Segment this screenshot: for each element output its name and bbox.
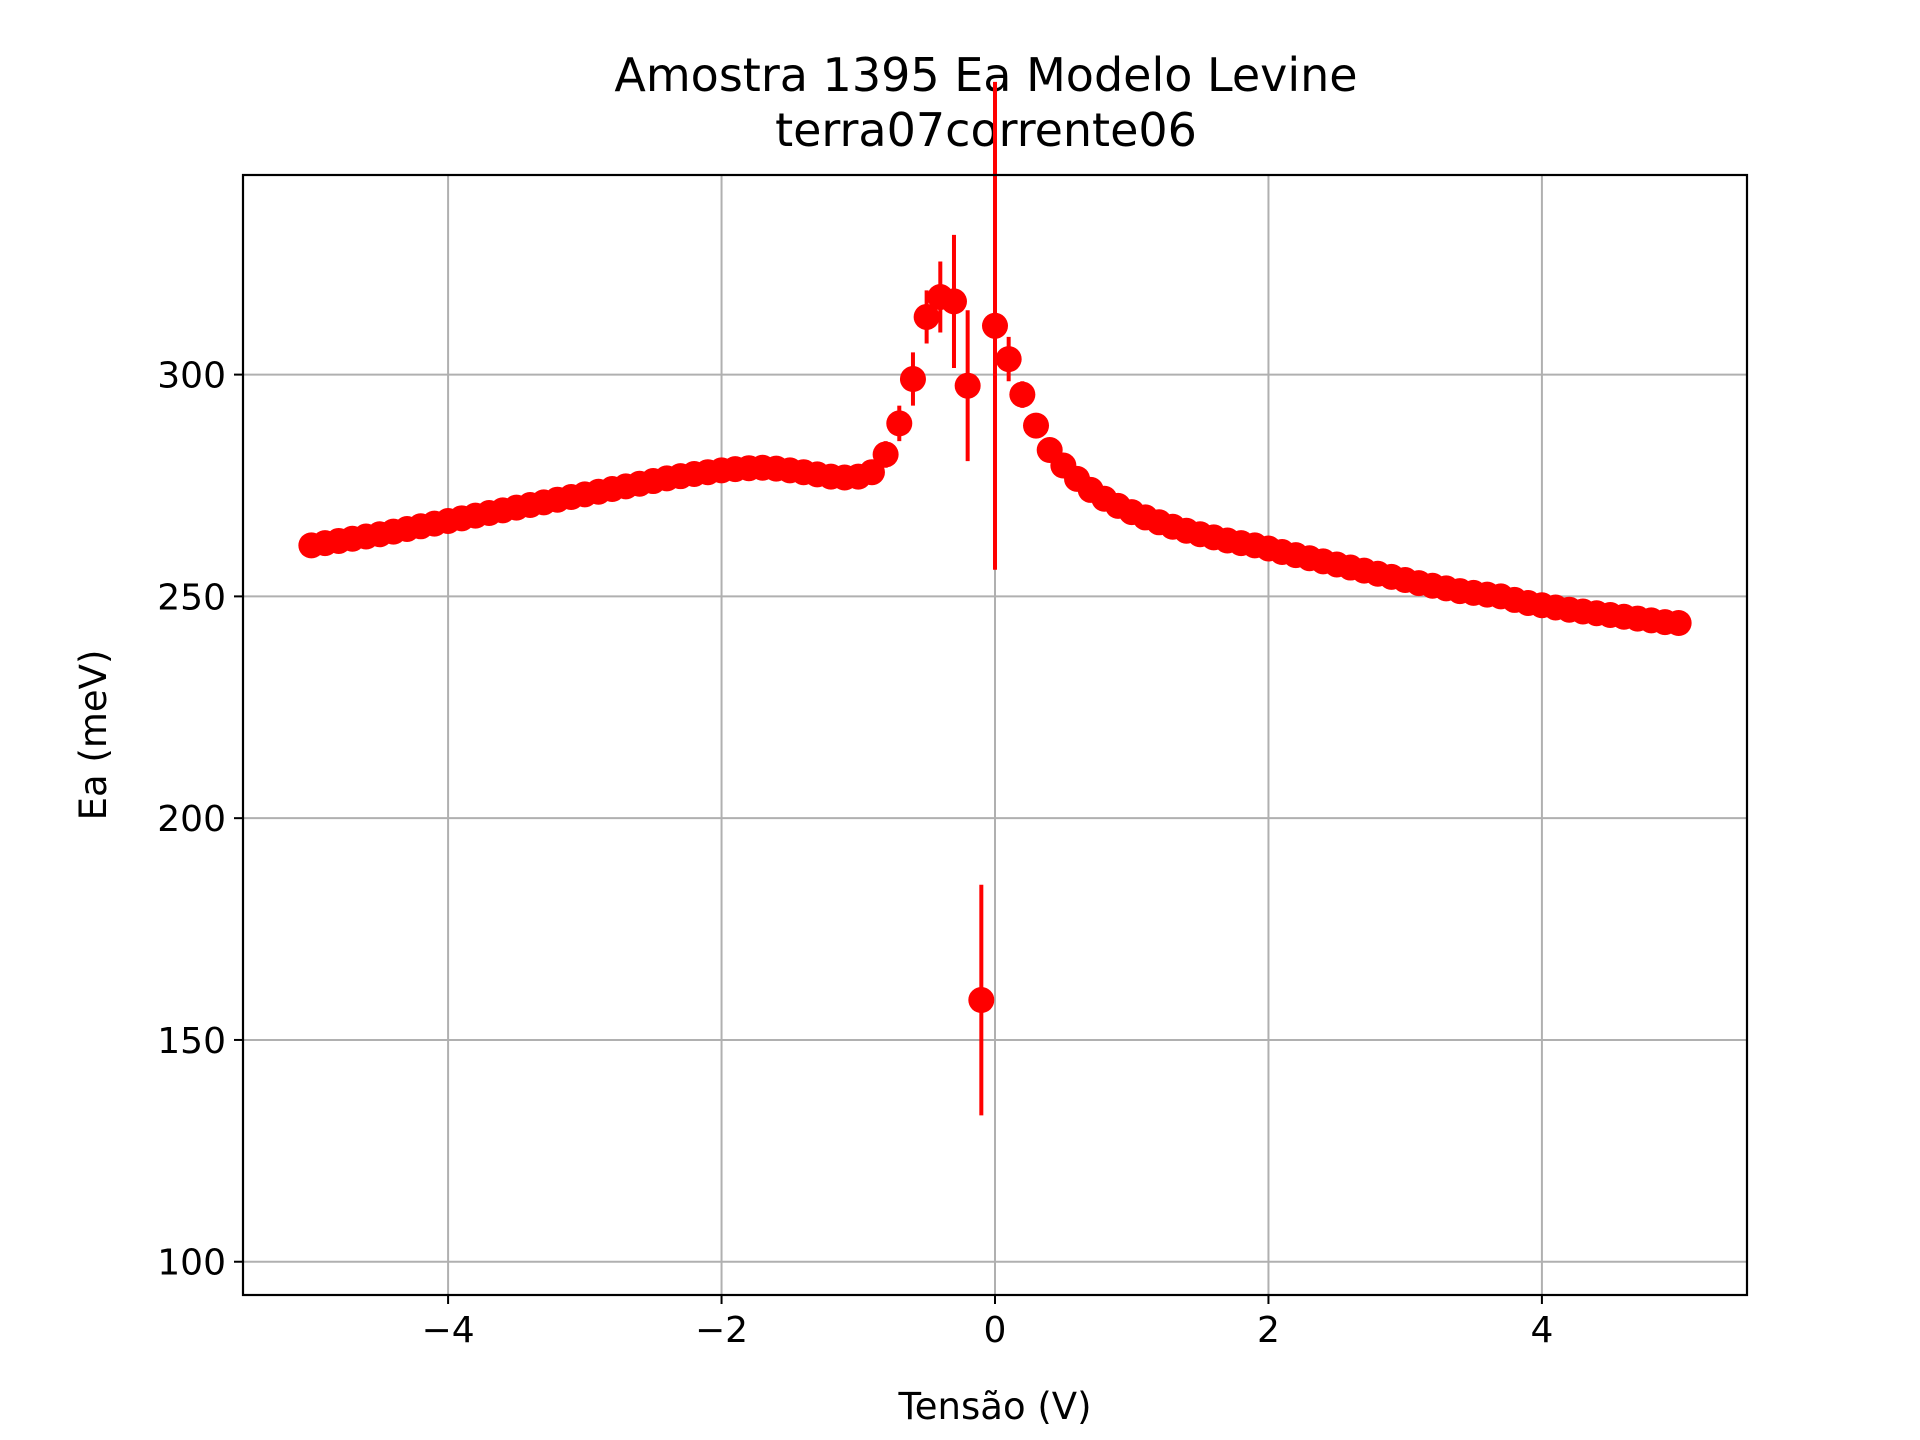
chart-title-line2: terra07corrente06 [775,103,1197,157]
y-tick-label: 100 [157,1243,226,1284]
data-point [1665,610,1692,636]
data-point [899,366,926,393]
y-tick-label: 150 [157,1021,226,1062]
chart-title-line1: Amostra 1395 Ea Modelo Levine [614,48,1357,102]
data-point [1023,412,1050,439]
y-axis-label: Ea (meV) [72,650,115,821]
data-point [940,288,967,315]
x-tick-label: −2 [695,1310,748,1351]
data-point [872,441,899,468]
x-tick-label: 4 [1530,1310,1553,1351]
data-point [858,459,885,486]
x-tick-label: 0 [984,1310,1007,1351]
y-tick-label: 200 [157,799,226,840]
data-point [995,346,1022,373]
data-point [968,987,995,1014]
data-point [913,303,940,330]
x-tick-label: −4 [422,1310,475,1351]
data-point [954,372,981,399]
data-point [982,312,1008,339]
x-tick-label: 2 [1257,1310,1280,1351]
x-axis-label: Tensão (V) [897,1385,1091,1428]
y-tick-label: 300 [157,356,226,397]
axis-ticks: −4 −2 0 2 4 100 150 200 250 300 [157,356,1553,1351]
data-series [298,81,1692,1116]
data-point [886,410,913,437]
y-tick-label: 250 [157,577,226,618]
data-point [1009,381,1036,408]
